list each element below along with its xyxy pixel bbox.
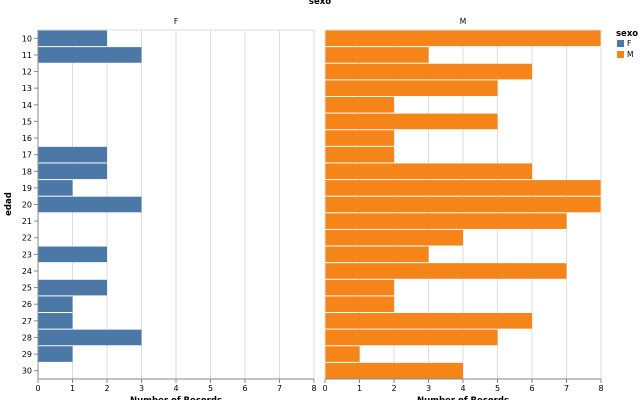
bar-M-25	[325, 279, 394, 296]
x-axis-title: Number of Records	[417, 396, 509, 400]
bar-M-20	[325, 196, 601, 213]
x-tick-label: 0	[35, 384, 40, 393]
facet-title: sexo	[309, 0, 331, 7]
bar-M-17	[325, 146, 394, 163]
y-tick-label: 24	[22, 267, 32, 276]
y-tick-label: 11	[22, 51, 32, 60]
bar-M-12	[325, 63, 532, 80]
x-tick-label: 5	[495, 384, 500, 393]
x-axis-title: Number of Records	[130, 396, 222, 400]
panel-M: M 0 1 2 3 4 5 6 7 8 Number of Records	[322, 17, 603, 404]
y-axis: 10 11 12 13 14 15 16 17 18 19 20 21 22 23 24 25 26 27 28 29…	[22, 30, 39, 379]
y-tick-label: 17	[22, 151, 32, 160]
bar-F-27	[38, 313, 73, 329]
bar-F-26	[38, 296, 73, 313]
bar-M-21	[325, 213, 567, 229]
x-tick-label: 6	[242, 384, 247, 393]
bar-M-26	[325, 296, 394, 313]
y-tick-label: 22	[22, 234, 32, 243]
bar-F-18	[38, 163, 107, 180]
bar-F-29	[38, 346, 73, 362]
bar-M-22	[325, 229, 463, 246]
bar-M-28	[325, 329, 498, 346]
bar-F-25	[38, 279, 107, 296]
bar-M-10	[325, 30, 601, 47]
bar-M-19	[325, 180, 601, 196]
bar-F-20	[38, 196, 142, 213]
y-tick-label: 20	[22, 201, 32, 210]
facet-label-M: M	[460, 17, 466, 26]
x-tick-label: 8	[598, 384, 603, 393]
y-tick-label: 19	[22, 184, 32, 193]
panel-F: F 0 1 2 3 4 5 6 7 8 Number of Records	[35, 17, 316, 404]
bar-M-13	[325, 80, 498, 96]
x-tick-label: 3	[139, 384, 144, 393]
y-tick-label: 30	[22, 367, 32, 376]
x-tick-label: 7	[564, 384, 569, 393]
bar-F-28	[38, 329, 142, 346]
y-tick-label: 23	[22, 250, 32, 259]
y-tick-label: 16	[22, 134, 32, 143]
bar-M-15	[325, 113, 498, 130]
x-tick-label: 8	[311, 384, 316, 393]
y-tick-label: 10	[22, 34, 32, 43]
y-tick-label: 26	[22, 300, 32, 309]
x-tick-label: 2	[391, 384, 396, 393]
facet-label-F: F	[174, 17, 178, 26]
bar-F-19	[38, 180, 73, 196]
x-tick-label: 0	[322, 384, 327, 393]
bar-M-11	[325, 47, 429, 63]
bar-M-30	[325, 362, 463, 379]
legend-swatch-M	[617, 51, 624, 58]
x-tick-label: 4	[460, 384, 465, 393]
y-tick-label: 18	[22, 167, 32, 176]
x-tick-label: 1	[357, 384, 362, 393]
legend-swatch-F	[617, 40, 624, 47]
y-tick-label: 12	[22, 68, 32, 77]
bar-M-16	[325, 130, 394, 146]
bar-F-10	[38, 30, 107, 47]
bar-F-11	[38, 47, 142, 63]
x-tick-label: 6	[529, 384, 534, 393]
bar-M-23	[325, 246, 429, 263]
y-tick-label: 28	[22, 333, 32, 342]
bar-F-17	[38, 146, 107, 163]
x-tick-label: 2	[104, 384, 109, 393]
y-tick-label: 25	[22, 284, 32, 293]
x-tick-label: 4	[173, 384, 178, 393]
y-tick-label: 29	[22, 350, 32, 359]
x-tick-label: 7	[277, 384, 282, 393]
y-tick-label: 21	[22, 217, 32, 226]
bar-F-23	[38, 246, 107, 263]
y-tick-label: 15	[22, 117, 32, 126]
legend-label-F: F	[627, 39, 631, 48]
bar-M-29	[325, 346, 360, 362]
y-tick-label: 14	[22, 101, 32, 110]
bar-M-27	[325, 313, 532, 329]
bar-M-18	[325, 163, 532, 180]
facet-panels: F012345678Number of RecordsM012345678Num…	[22, 17, 604, 404]
y-tick-label: 27	[22, 317, 32, 326]
bar-M-24	[325, 263, 567, 279]
legend-label-M: M	[627, 50, 633, 59]
x-tick-label: 5	[208, 384, 213, 393]
y-tick-label: 13	[22, 84, 32, 93]
x-tick-label: 3	[426, 384, 431, 393]
x-tick-label: 1	[70, 384, 75, 393]
y-axis-title: edad	[4, 192, 14, 216]
bar-M-14	[325, 96, 394, 113]
legend-title: sexo	[616, 29, 638, 39]
